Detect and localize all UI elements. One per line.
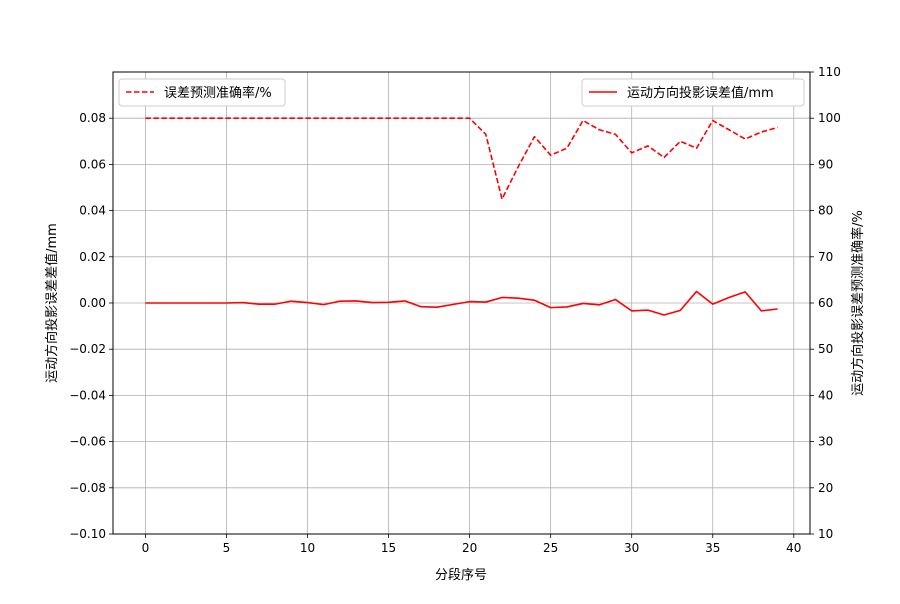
y-right-tick-label: 110 [818, 65, 841, 79]
legend-accuracy-label: 误差预测准确率/% [164, 85, 272, 101]
x-axis-label: 分段序号 [435, 568, 487, 583]
x-tick-label: 5 [223, 541, 231, 555]
x-tick-label: 40 [786, 541, 801, 555]
series-line-accuracy [145, 117, 778, 200]
x-tick-label: 10 [300, 541, 315, 555]
x-axis: 0 5 10 15 20 25 30 35 40 [142, 534, 801, 555]
y-right-tick-label: 40 [818, 388, 833, 402]
series-layer [145, 117, 778, 316]
y-right-tick-label: 100 [818, 111, 841, 125]
y-axis-left-label: 运动方向投影误差差值/mm [44, 223, 60, 383]
y-right-tick-label: 70 [818, 250, 833, 264]
y-left-tick-label: 0.04 [79, 204, 106, 218]
y-left-tick-label: −0.10 [69, 527, 106, 541]
series-line-error [145, 290, 778, 316]
x-tick-label: 20 [462, 541, 477, 555]
y-axis-left: −0.10 −0.08 −0.06 −0.04 −0.02 0.00 0.02 0.04 0.0… [69, 111, 113, 541]
y-right-tick-label: 80 [818, 204, 833, 218]
y-axis-right-label: 运动方向投影误差预测准确率/% [850, 210, 866, 396]
y-right-tick-label: 10 [818, 527, 833, 541]
y-right-tick-label: 60 [818, 296, 833, 310]
y-left-tick-label: −0.02 [69, 342, 106, 356]
legend-error-box [581, 78, 805, 107]
legend-accuracy-box [118, 78, 286, 107]
y-left-tick-label: 0.06 [79, 157, 106, 171]
x-tick-label: 30 [624, 541, 639, 555]
y-left-tick-label: 0.00 [79, 296, 106, 310]
legend-error: 运动方向投影误差值/mm [581, 78, 805, 107]
grid-layer [113, 72, 810, 535]
y-right-tick-label: 90 [818, 157, 833, 171]
x-tick-label: 35 [705, 541, 720, 555]
x-tick-label: 15 [381, 541, 396, 555]
x-tick-label: 0 [142, 541, 150, 555]
y-left-tick-label: −0.04 [69, 388, 106, 402]
y-left-tick-label: 0.08 [79, 111, 106, 125]
y-right-tick-label: 30 [818, 435, 833, 449]
y-left-tick-label: −0.06 [69, 435, 106, 449]
legend-error-label: 运动方向投影误差值/mm [627, 85, 774, 101]
y-axis-right: 10 20 30 40 50 60 70 80 90 100 110 [810, 65, 841, 541]
y-right-tick-label: 20 [818, 481, 833, 495]
legend-accuracy: 误差预测准确率/% [118, 78, 286, 107]
y-left-tick-label: 0.02 [79, 250, 106, 264]
y-left-tick-label: −0.08 [69, 481, 106, 495]
x-tick-label: 25 [543, 541, 558, 555]
y-right-tick-label: 50 [818, 342, 833, 356]
